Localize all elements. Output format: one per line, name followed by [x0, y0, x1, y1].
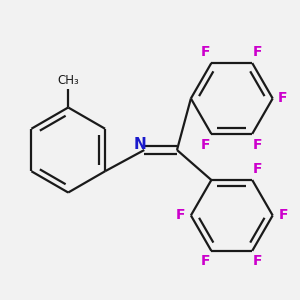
- Text: F: F: [253, 137, 263, 152]
- Text: F: F: [253, 254, 263, 268]
- Text: F: F: [253, 162, 263, 176]
- Text: N: N: [134, 137, 147, 152]
- Text: F: F: [278, 92, 287, 106]
- Text: F: F: [201, 254, 210, 268]
- Text: CH₃: CH₃: [57, 74, 79, 87]
- Text: F: F: [201, 137, 210, 152]
- Text: F: F: [176, 208, 185, 222]
- Text: F: F: [253, 45, 263, 59]
- Text: F: F: [279, 208, 288, 222]
- Text: F: F: [201, 45, 210, 59]
